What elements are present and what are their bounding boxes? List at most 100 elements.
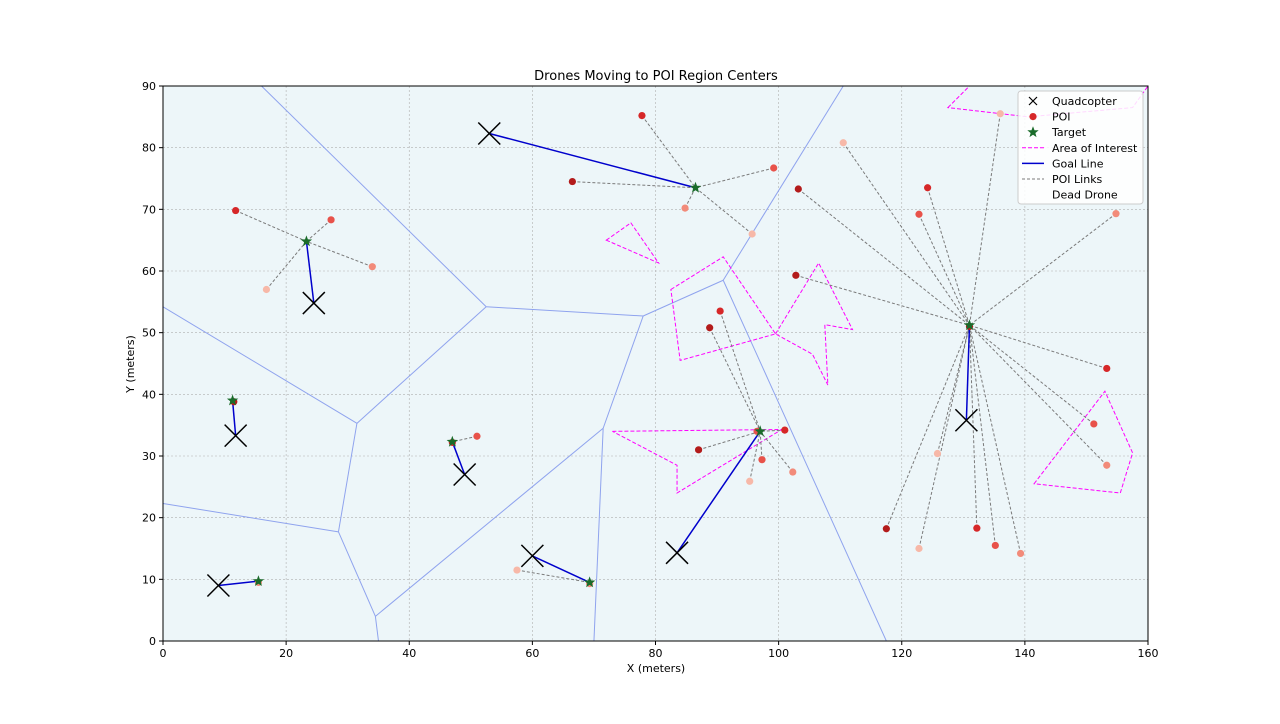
voronoi-edge xyxy=(593,428,604,641)
x-tick-label: 100 xyxy=(768,647,789,660)
area-of-interest xyxy=(670,256,777,362)
voronoi-edge xyxy=(337,423,358,532)
y-tick-label: 0 xyxy=(149,635,156,648)
poi-link xyxy=(698,430,761,451)
poi-link xyxy=(795,274,970,326)
x-axis-label: X (meters) xyxy=(627,662,685,675)
poi-link xyxy=(684,187,696,209)
y-tick-label: 30 xyxy=(142,450,156,463)
poi-point xyxy=(915,544,923,553)
target-point xyxy=(300,235,313,247)
quadcopter xyxy=(520,544,544,568)
target-point xyxy=(754,425,766,437)
x-tick-label: 0 xyxy=(160,647,167,660)
poi-point xyxy=(933,449,942,458)
voronoi-edge xyxy=(642,279,724,317)
target-point xyxy=(226,394,239,406)
poi-point xyxy=(973,524,981,532)
legend-label: Target xyxy=(1051,126,1087,139)
goal-line xyxy=(676,430,761,554)
poi-link xyxy=(918,214,970,326)
poi-point xyxy=(748,230,756,238)
legend-poi-marker xyxy=(1029,113,1037,121)
target-point xyxy=(446,435,459,447)
poi-point xyxy=(781,426,789,434)
legend-label: Goal Line xyxy=(1052,157,1104,170)
poi-point xyxy=(991,541,999,550)
legend-label: POI Links xyxy=(1052,173,1103,186)
voronoi-edge xyxy=(337,531,376,617)
goal-line xyxy=(231,400,237,436)
poi-link xyxy=(760,429,785,432)
poi-link xyxy=(968,325,996,546)
y-axis-label: Y (meters) xyxy=(124,335,137,394)
poi-point xyxy=(794,185,802,193)
voronoi-edge xyxy=(602,315,644,429)
poi-point xyxy=(758,456,766,464)
poi-point xyxy=(1103,461,1111,469)
target-point xyxy=(689,181,702,193)
poi-point xyxy=(746,477,754,485)
legend-label: POI xyxy=(1052,111,1071,124)
x-tick-label: 120 xyxy=(891,647,912,660)
poi-link xyxy=(695,167,774,189)
poi-link xyxy=(572,181,696,189)
y-tick-label: 20 xyxy=(142,512,156,525)
goal-line xyxy=(532,555,590,584)
voronoi-edge xyxy=(261,86,487,308)
poi-link xyxy=(709,327,761,432)
x-tick-label: 80 xyxy=(649,647,663,660)
goal-line xyxy=(218,580,259,587)
poi-point xyxy=(1103,364,1111,373)
goal-line xyxy=(489,132,696,189)
poi-point xyxy=(915,210,923,218)
area-of-interest xyxy=(612,428,784,494)
poi-link xyxy=(516,569,590,583)
poi-point xyxy=(706,324,714,332)
poi-point xyxy=(638,112,646,120)
poi-link xyxy=(968,113,1001,326)
y-tick-label: 70 xyxy=(142,203,156,216)
poi-point xyxy=(262,285,271,294)
legend-target-marker xyxy=(1027,126,1039,138)
legend-label: Dead Drone xyxy=(1052,189,1118,202)
target-point xyxy=(583,576,596,588)
x-tick-label: 140 xyxy=(1014,647,1035,660)
x-tick-label: 40 xyxy=(402,647,416,660)
voronoi-edge xyxy=(375,427,604,617)
poi-point xyxy=(568,177,576,186)
poi-point xyxy=(1090,420,1098,428)
poi-point xyxy=(681,204,689,212)
poi-link xyxy=(842,142,970,326)
quadcopter xyxy=(453,462,477,487)
poi-link xyxy=(968,325,1022,554)
area-of-interest xyxy=(1033,390,1134,494)
poi-link xyxy=(695,187,753,235)
poi-point xyxy=(716,307,724,315)
poi-link xyxy=(969,213,1117,326)
poi-point xyxy=(232,206,240,215)
voronoi-edge xyxy=(486,306,644,317)
poi-link xyxy=(235,210,307,242)
poi-point xyxy=(368,263,376,271)
target-point xyxy=(252,575,265,586)
poi-link xyxy=(885,325,970,529)
poi-point xyxy=(996,110,1004,118)
poi-link xyxy=(927,187,970,326)
quadcopter xyxy=(954,408,978,432)
poi-point xyxy=(1112,210,1120,218)
y-tick-label: 80 xyxy=(142,142,156,155)
y-tick-label: 60 xyxy=(142,265,156,278)
poi-link xyxy=(798,188,970,326)
legend-label: Area of Interest xyxy=(1052,142,1138,155)
poi-point xyxy=(473,432,481,440)
poi-link xyxy=(306,240,373,268)
poi-link xyxy=(969,324,1107,369)
voronoi-edge xyxy=(163,502,339,533)
poi-link xyxy=(306,219,332,242)
y-tick-label: 40 xyxy=(142,388,156,401)
area-of-interest xyxy=(605,222,660,265)
poi-link xyxy=(266,241,307,290)
